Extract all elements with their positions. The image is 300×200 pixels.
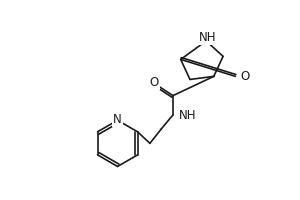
Text: NH: NH [199, 31, 216, 44]
Text: O: O [149, 76, 158, 89]
Text: O: O [240, 70, 249, 83]
Text: NH: NH [179, 109, 197, 122]
Text: N: N [113, 113, 122, 126]
